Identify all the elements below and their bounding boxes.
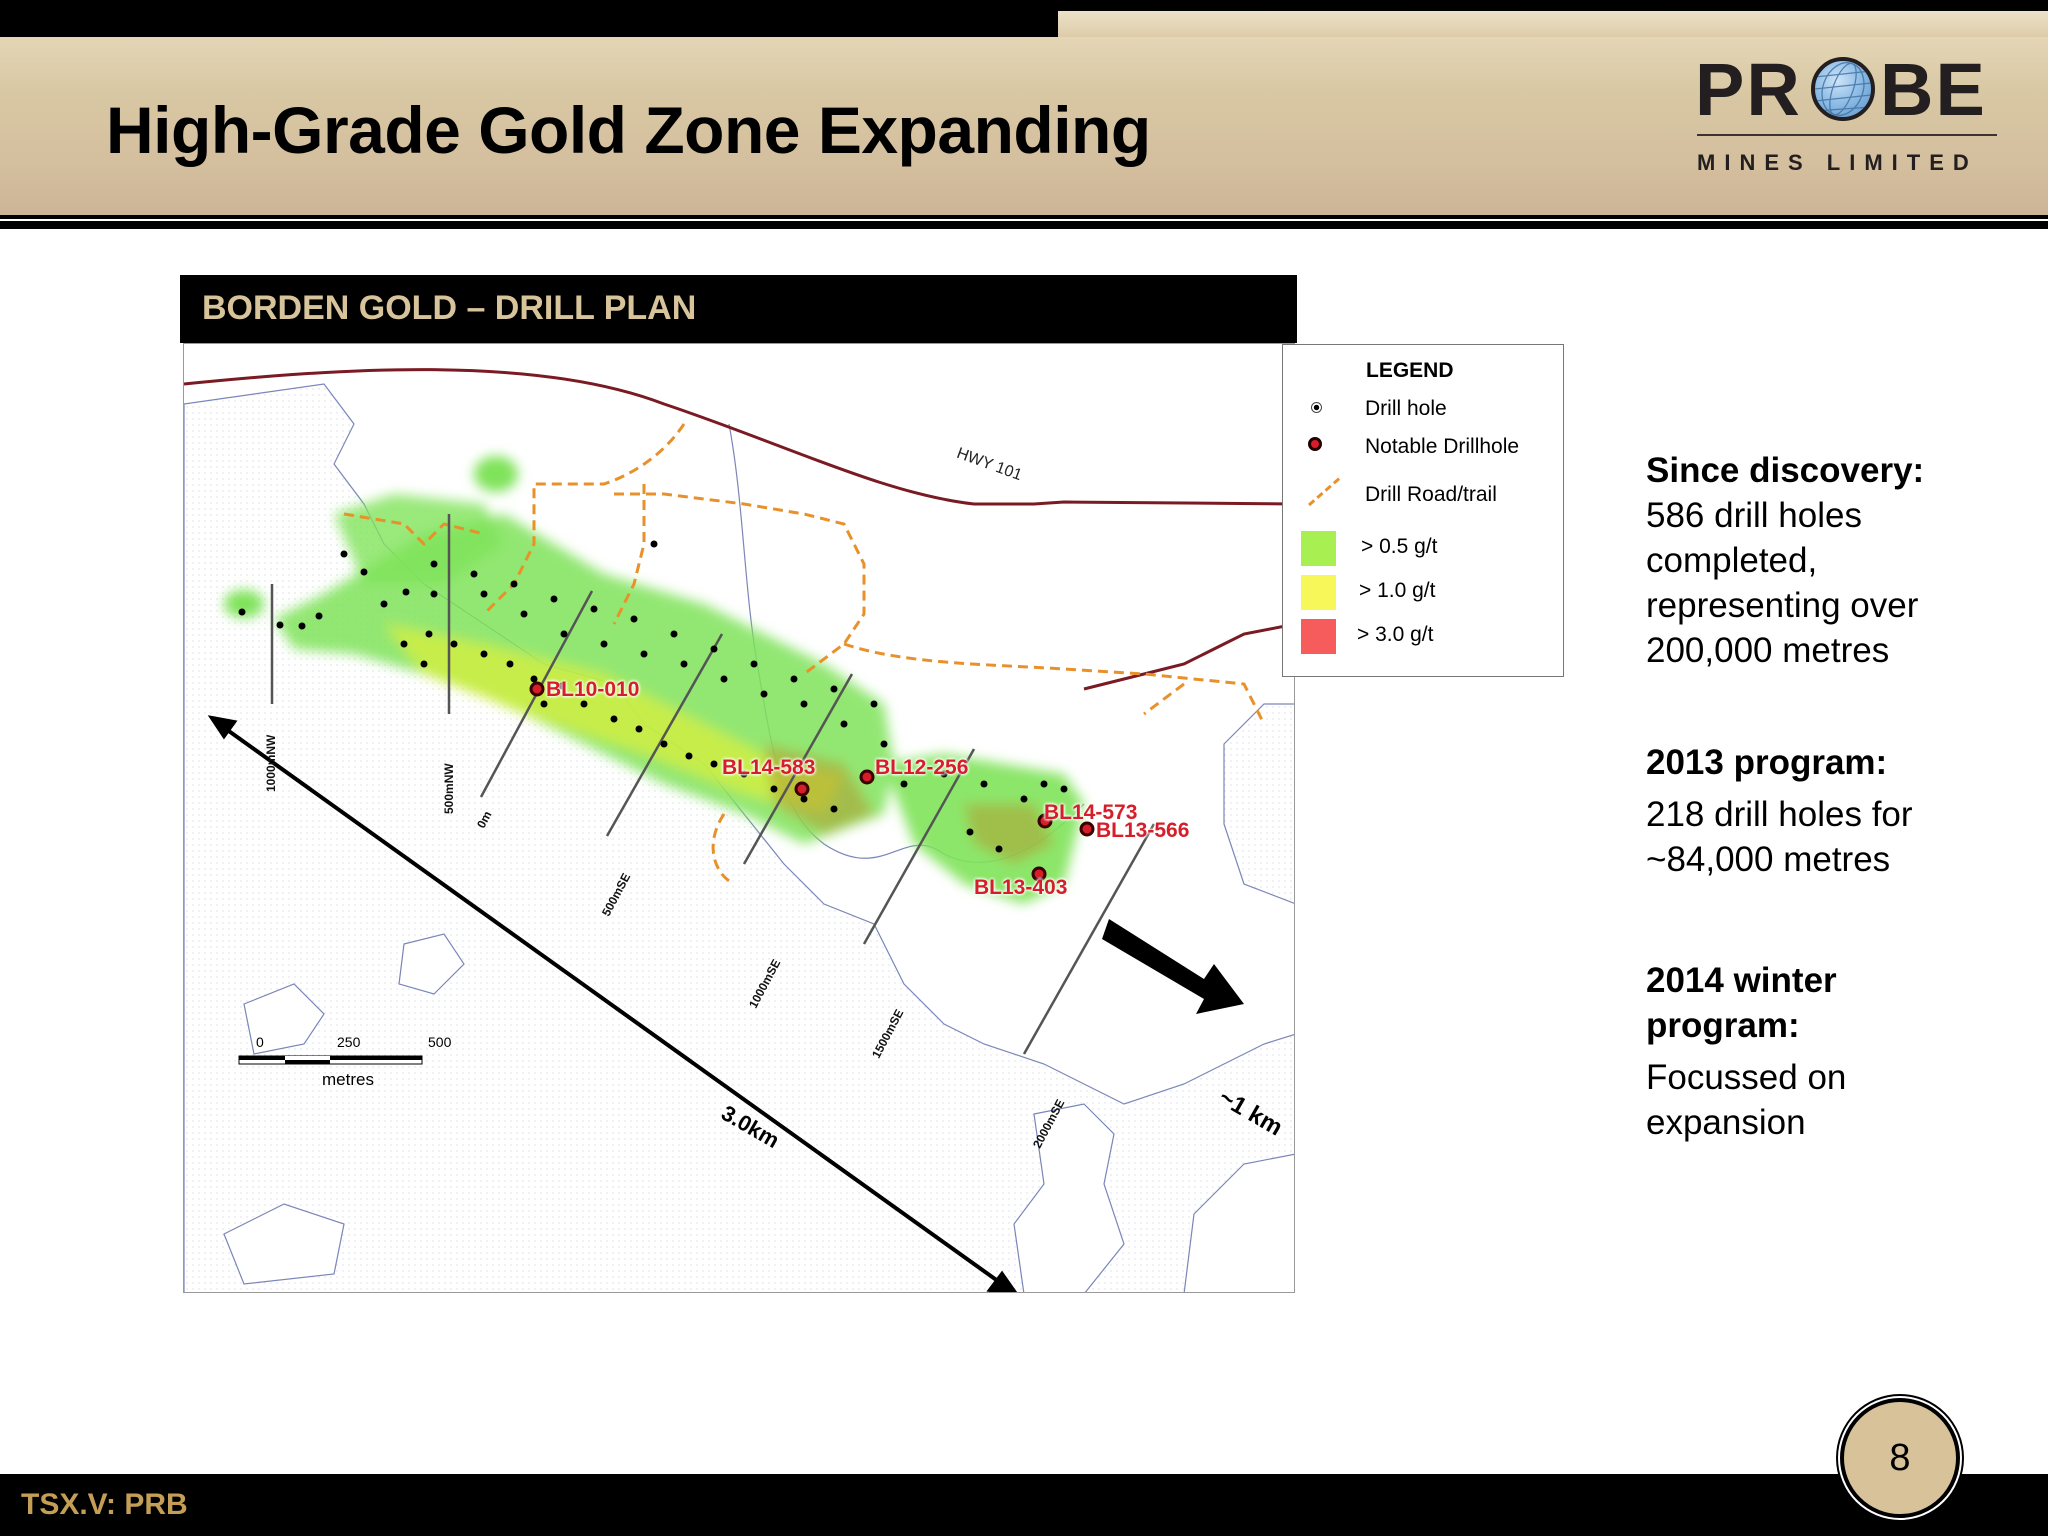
winter-2014-block: 2014 winter program: Focussed on expansi… bbox=[1646, 958, 1846, 1145]
island bbox=[398, 933, 465, 995]
dashed-road-icon bbox=[1308, 475, 1342, 507]
company-logo: PR BE MINES LIMITED bbox=[1695, 50, 2000, 180]
section-label-1000mnw: 1000mNW bbox=[264, 734, 278, 792]
scale-unit: metres bbox=[322, 1070, 374, 1089]
grade-swatch-3-0 bbox=[1301, 619, 1336, 654]
map-legend: LEGEND Drill hole Notable Drillhole Dril… bbox=[1282, 344, 1564, 677]
drill-hole-icon bbox=[1311, 402, 1322, 413]
top-bar-thin bbox=[1058, 0, 2048, 11]
since-discovery-line: 586 drill holes bbox=[1646, 496, 1862, 535]
hole-label-bl14-583: BL14-583 bbox=[722, 756, 816, 779]
island bbox=[1183, 1153, 1294, 1292]
legend-item-drill-hole: Drill hole bbox=[1283, 393, 1563, 427]
since-discovery-block: Since discovery: 586 drill holes complet… bbox=[1646, 448, 1924, 673]
winter-2014-heading: 2014 winter bbox=[1646, 961, 1837, 1000]
scale-tick-500: 500 bbox=[428, 1034, 452, 1050]
since-discovery-line: 200,000 metres bbox=[1646, 631, 1890, 670]
drill-plan-figure: BORDEN GOLD – DRILL PLAN bbox=[180, 275, 1297, 1295]
drill-plan-map: HWY 101 BL10-010 BL14-583 BL12-256 BL14-… bbox=[183, 343, 1295, 1293]
island bbox=[223, 1203, 345, 1285]
legend-item-notable-drillhole: Notable Drillhole bbox=[1283, 431, 1563, 465]
map-graphic bbox=[184, 368, 1294, 1292]
program-2013-line: ~84,000 metres bbox=[1646, 840, 1891, 879]
grade-swatch-0-5 bbox=[1301, 531, 1336, 566]
expansion-arrow-icon bbox=[1102, 919, 1244, 1014]
program-2013-line: 218 drill holes for bbox=[1646, 795, 1913, 834]
logo-divider bbox=[1697, 134, 1997, 136]
logo-subtitle: MINES LIMITED bbox=[1697, 150, 1978, 175]
notable-drillholes bbox=[529, 681, 1095, 882]
hole-label-bl14-573: BL14-573 bbox=[1044, 801, 1138, 824]
grade-swatch-1-0 bbox=[1301, 575, 1336, 610]
footer-bar bbox=[0, 1474, 2048, 1536]
hole-label-bl13-403: BL13-403 bbox=[974, 876, 1068, 899]
since-discovery-line: completed, bbox=[1646, 541, 1818, 580]
scale-tick-250: 250 bbox=[337, 1034, 361, 1050]
island bbox=[243, 983, 325, 1055]
section-label-500mnw: 500mNW bbox=[442, 763, 456, 814]
legend-item-grade-3-0: > 3.0 g/t bbox=[1283, 619, 1563, 654]
scale-bar bbox=[238, 1055, 423, 1065]
map-title-bar: BORDEN GOLD – DRILL PLAN bbox=[180, 275, 1297, 343]
winter-2014-heading: program: bbox=[1646, 1006, 1800, 1045]
stock-ticker: TSX.V: PRB bbox=[21, 1488, 188, 1521]
header-rule-thick bbox=[0, 221, 2048, 229]
legend-item-grade-1-0: > 1.0 g/t bbox=[1283, 575, 1563, 610]
legend-title: LEGEND bbox=[1366, 359, 1454, 382]
hole-label-bl10-010: BL10-010 bbox=[546, 678, 640, 701]
hole-label-bl13-566: BL13-566 bbox=[1096, 819, 1190, 842]
distance-arrow bbox=[207, 715, 1018, 1292]
drill-trails bbox=[343, 423, 1266, 886]
island bbox=[1013, 1103, 1125, 1292]
logo-wordmark-left: PR bbox=[1695, 48, 1802, 131]
scale-tick-0: 0 bbox=[256, 1034, 264, 1050]
top-bar bbox=[0, 0, 1058, 37]
page-number: 8 bbox=[1889, 1437, 1911, 1479]
program-2013-block: 2013 program: 218 drill holes for ~84,00… bbox=[1646, 740, 1913, 882]
winter-2014-line: Focussed on bbox=[1646, 1058, 1847, 1097]
highway-101 bbox=[184, 368, 1294, 506]
logo-wordmark-right: BE bbox=[1880, 48, 1987, 131]
winter-2014-line: expansion bbox=[1646, 1103, 1806, 1142]
hole-label-bl12-256: BL12-256 bbox=[875, 756, 969, 779]
drill-holes bbox=[238, 540, 1068, 853]
map-title: BORDEN GOLD – DRILL PLAN bbox=[202, 289, 697, 327]
page-title: High-Grade Gold Zone Expanding bbox=[106, 93, 1151, 167]
page-number-badge: 8 bbox=[1840, 1398, 1960, 1518]
since-discovery-heading: Since discovery: bbox=[1646, 451, 1925, 490]
notable-drillhole-icon bbox=[1308, 437, 1322, 451]
legend-item-grade-0-5: > 0.5 g/t bbox=[1283, 531, 1563, 566]
lake-area-east bbox=[1223, 703, 1294, 904]
header-band bbox=[0, 37, 2048, 215]
legend-item-drill-road: Drill Road/trail bbox=[1283, 475, 1563, 513]
since-discovery-line: representing over bbox=[1646, 586, 1919, 625]
header-band-tab bbox=[1058, 11, 2048, 37]
program-2013-heading: 2013 program: bbox=[1646, 743, 1888, 782]
globe-icon bbox=[1811, 57, 1875, 121]
header-rule bbox=[0, 215, 2048, 219]
